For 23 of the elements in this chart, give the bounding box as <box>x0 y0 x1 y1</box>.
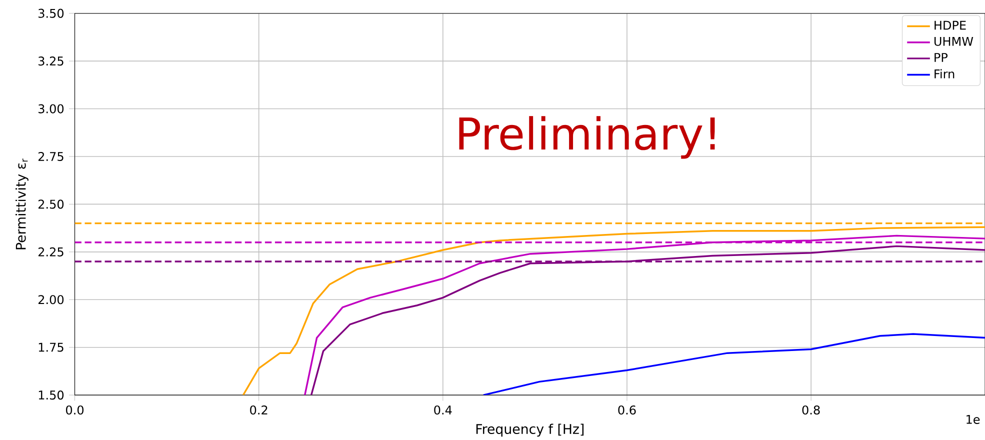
x-tick-label: 0.0 <box>66 405 84 414</box>
y-tick-label: 2.75 <box>38 152 64 161</box>
y-tick-label: 1.75 <box>38 342 64 352</box>
legend-label: UHMW <box>934 36 974 46</box>
x-tick-label: 0.2 <box>250 405 268 414</box>
x-tick-label: 0.8 <box>802 405 820 414</box>
y-tick-label: 2.00 <box>38 294 64 304</box>
x-axis-title: Frequency f [Hz] <box>476 423 584 436</box>
legend-label: HDPE <box>934 20 966 30</box>
x-tick-label: 0.6 <box>618 405 636 414</box>
y-axis-title: Permittivity ε$_{r}$ <box>16 158 28 249</box>
legend-label: Firn <box>934 68 954 78</box>
y-tick-label: 3.00 <box>38 104 64 114</box>
legend-label: PP <box>934 52 948 62</box>
y-tick-label: 1.50 <box>38 390 64 400</box>
y-tick-label: 2.50 <box>38 199 64 209</box>
x-tick-label: 0.4 <box>434 405 452 414</box>
y-tick-label: 2.25 <box>38 247 64 256</box>
line-series <box>482 332 985 395</box>
y-tick-label: 3.50 <box>38 8 64 18</box>
y-tick-label: 3.25 <box>38 56 64 66</box>
annotation: Preliminary! <box>459 116 715 159</box>
text: 1e <box>966 414 980 424</box>
